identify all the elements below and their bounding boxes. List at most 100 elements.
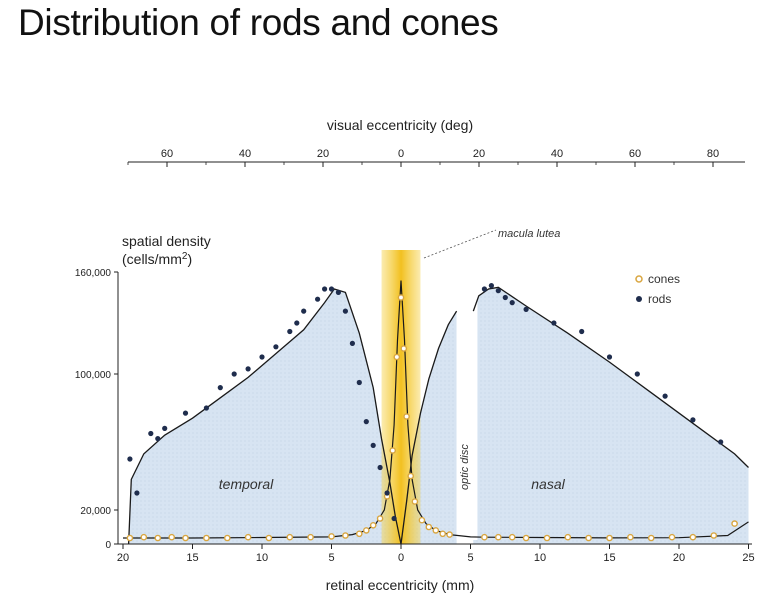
rod-point <box>349 340 355 346</box>
rod-point <box>718 439 724 445</box>
rod-point <box>148 430 154 437</box>
rod-point <box>322 286 328 292</box>
rod-point <box>606 354 613 360</box>
rod-point <box>391 515 397 522</box>
cone-point <box>446 531 453 538</box>
cone-point <box>508 533 516 541</box>
cone-curve <box>123 280 749 539</box>
page-title: Distribution of rods and cones <box>18 2 499 43</box>
legend-marker-rods <box>636 296 642 302</box>
cone-point <box>564 533 572 541</box>
cone-point <box>342 532 349 539</box>
cone-point <box>355 530 363 538</box>
rod-point <box>162 425 168 431</box>
cone-point <box>307 533 314 541</box>
rod-point <box>301 308 307 314</box>
y-tick-label: 100,000 <box>75 370 112 381</box>
rod-point <box>342 308 348 314</box>
cone-point <box>481 533 488 541</box>
rod-point <box>245 366 251 372</box>
rod-curve-temporal <box>127 288 402 545</box>
y-axis-title-line2: (cells/mm2) <box>122 251 192 267</box>
bottom-tick-label: 15 <box>603 552 615 564</box>
rod-point <box>363 419 369 425</box>
rod-point <box>134 490 140 496</box>
rod-point <box>273 344 279 350</box>
rod-point <box>523 306 529 312</box>
cone-point <box>244 533 252 541</box>
rod-curve-nasal <box>400 310 458 545</box>
y-tick-label: 0 <box>105 540 111 551</box>
rod-point <box>294 320 300 326</box>
rod-point <box>690 417 696 423</box>
cone-point <box>407 472 415 480</box>
bottom-tick-label: 15 <box>186 552 198 564</box>
rod-point <box>662 393 668 399</box>
legend: cones rods <box>635 272 680 306</box>
top-axis-title: visual eccentricity (deg) <box>327 117 473 133</box>
cone-point <box>627 533 634 541</box>
bottom-axis-title: retinal eccentricity (mm) <box>326 577 475 593</box>
cone-point <box>585 534 592 542</box>
cone-point <box>522 534 530 542</box>
rod-point <box>370 442 376 448</box>
rod-point <box>155 436 161 442</box>
legend-label-cones: cones <box>648 272 680 286</box>
rod-point <box>231 371 237 377</box>
nasal-label: nasal <box>531 476 565 492</box>
rod-point <box>551 320 557 326</box>
top-tick-label: 20 <box>317 148 329 160</box>
top-tick-label: 40 <box>551 148 563 160</box>
rod-point <box>217 385 223 391</box>
top-axis: 60 40 20 0 20 40 60 80 visual eccentricity (deg… <box>127 117 745 167</box>
temporal-label: temporal <box>219 476 274 492</box>
rod-point <box>502 294 508 301</box>
cone-point <box>362 527 370 534</box>
rod-point <box>328 286 335 292</box>
rod-point <box>356 379 362 386</box>
top-tick-label: 60 <box>629 148 641 160</box>
optic-disc-label: optic disc <box>459 444 471 490</box>
cone-point <box>668 533 676 541</box>
cone-point <box>328 533 335 540</box>
bottom-axis: 20 15 10 5 0 5 10 15 20 25 retinal eccentricity (… <box>117 543 755 593</box>
rod-point <box>488 283 494 289</box>
top-tick-label: 40 <box>239 148 251 160</box>
rod-area-nasal-far <box>473 287 749 544</box>
rod-point <box>481 286 487 292</box>
rod-point <box>495 288 501 294</box>
cone-point <box>389 447 397 454</box>
cone-point <box>369 522 377 529</box>
rod-point <box>634 371 640 377</box>
cone-point <box>376 515 384 522</box>
y-tick-label: 20,000 <box>80 506 111 517</box>
rod-point <box>182 410 189 416</box>
bottom-tick-label: 10 <box>256 552 268 564</box>
top-tick-label: 20 <box>473 148 485 160</box>
bottom-tick-label: 25 <box>742 552 754 564</box>
cone-point <box>182 534 189 542</box>
bottom-tick-label: 10 <box>534 552 546 564</box>
cone-point <box>126 534 134 542</box>
rod-point <box>127 456 133 462</box>
y-axis-title-line1: spatial density <box>122 233 211 249</box>
macula-label: macula lutea <box>498 228 560 240</box>
cone-point <box>154 534 162 542</box>
top-tick-label: 60 <box>161 148 173 160</box>
cone-point <box>432 527 440 534</box>
rod-point <box>335 289 341 295</box>
optic-disc-band <box>456 290 478 540</box>
rod-point <box>509 300 515 306</box>
cone-point <box>418 516 426 524</box>
cone-point <box>543 534 551 542</box>
cone-point <box>140 533 148 541</box>
cone-point <box>411 498 419 505</box>
bottom-tick-label: 20 <box>117 552 129 564</box>
bottom-tick-label: 5 <box>467 552 473 564</box>
top-tick-label: 80 <box>707 148 719 160</box>
cone-point <box>223 534 231 542</box>
bottom-tick-label: 20 <box>673 552 685 564</box>
cone-point <box>425 523 433 531</box>
bottom-tick-label: 5 <box>328 552 334 564</box>
